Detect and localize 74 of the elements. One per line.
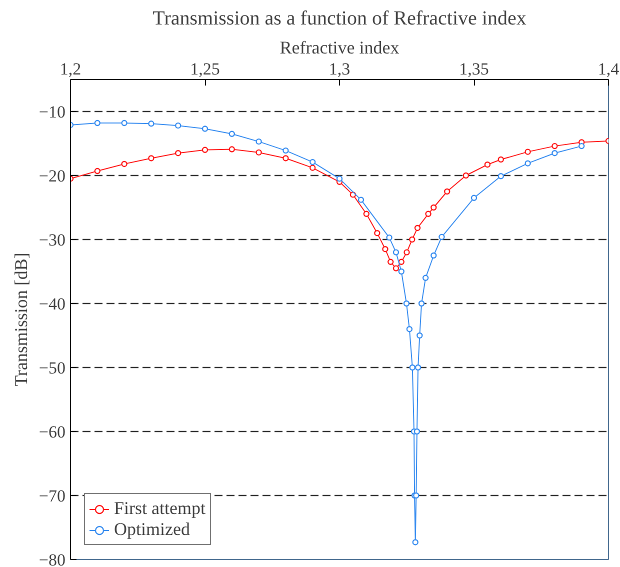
y-axis-title: Transmission [dB] [10,252,31,386]
point [256,138,262,145]
point [148,155,154,162]
point [444,188,450,195]
point [121,160,128,168]
point [202,146,208,153]
point [202,126,208,132]
y-tick-label: −60 [38,422,66,442]
point [403,300,410,307]
legend-label: Optimized [114,519,190,540]
point [438,234,445,240]
point [336,176,343,182]
point [498,156,504,163]
x-tick-label: 1,2 [60,60,82,78]
point [256,149,262,156]
x-tick-label: 1,4 [598,60,620,78]
point [406,326,413,332]
point [363,210,370,217]
point [425,210,432,217]
point [386,234,392,241]
point [358,196,364,203]
point [416,332,423,339]
point [470,194,478,201]
x-tick-label: 1,3 [328,60,350,78]
y-tick-label: −10 [38,102,66,122]
x-tick-label: 1,35 [459,60,489,78]
point [409,236,416,243]
y-tick-label: −40 [38,294,66,314]
point [414,364,422,371]
point [578,142,585,150]
point [552,150,558,156]
point [462,172,470,179]
point [310,164,316,171]
point [175,122,182,129]
point [392,265,400,272]
point [398,258,404,265]
legend-label: First attempt [114,498,206,519]
point [430,204,437,211]
point [524,160,531,166]
point [430,252,437,259]
point [148,120,154,127]
y-tick-label: −30 [38,230,66,250]
point [404,249,410,256]
point [228,130,235,137]
point [414,224,421,232]
point [94,120,100,126]
x-tick-label: 1,25 [190,60,220,78]
y-tick-label: −80 [38,550,66,567]
point [398,268,404,275]
point [412,539,418,546]
point [374,230,380,236]
point [310,158,316,166]
point [414,428,420,435]
chart-title: Transmission as a function of Refractive index [152,8,526,30]
point [282,155,289,162]
point [498,173,504,180]
y-tick-label: −50 [38,358,66,378]
x-axis-title: Refractive index [280,38,400,58]
y-tick-label: −70 [38,486,66,506]
point [524,148,531,155]
point [121,120,128,126]
point [94,168,100,174]
point [388,258,394,265]
point [282,147,289,154]
point [228,146,235,152]
point [175,150,182,156]
y-tick-label: −20 [38,166,66,186]
point [484,162,491,168]
point [409,364,416,371]
point [422,274,429,281]
point [418,300,425,307]
point [392,249,400,256]
point [552,142,558,150]
point [382,246,388,252]
